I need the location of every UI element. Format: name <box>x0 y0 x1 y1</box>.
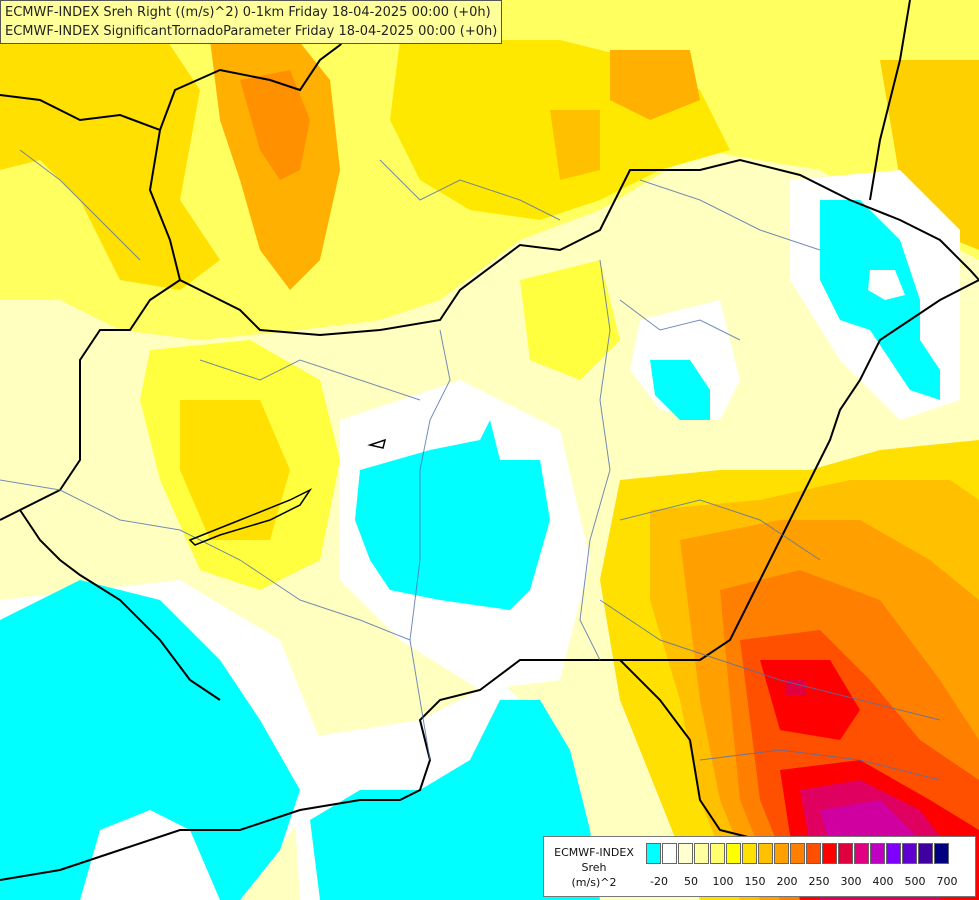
map-title-line-2: ECMWF-INDEX SignificantTornadoParameter … <box>5 24 498 39</box>
legend-swatch <box>662 843 677 864</box>
legend-tick-label: 100 <box>712 875 734 888</box>
legend-swatch <box>790 843 805 864</box>
legend-tick-label: 400 <box>872 875 894 888</box>
legend-tick-label: 200 <box>776 875 798 888</box>
legend-swatch <box>838 843 853 864</box>
legend-swatch <box>806 843 821 864</box>
legend-tick-label: 50 <box>684 875 698 888</box>
legend-title: ECMWF-INDEX Sreh (m/s)^2 <box>548 845 640 890</box>
color-legend: ECMWF-INDEX Sreh (m/s)^2 -20 50 100 150 200 2… <box>543 836 976 897</box>
legend-swatch <box>934 843 949 864</box>
legend-tick-label: 150 <box>744 875 766 888</box>
legend-tick-label: 700 <box>936 875 958 888</box>
legend-tick-label: -20 <box>650 875 668 888</box>
legend-swatch <box>774 843 789 864</box>
legend-swatch <box>758 843 773 864</box>
legend-swatch <box>918 843 933 864</box>
legend-tick-label: 250 <box>808 875 830 888</box>
map-title-box: ECMWF-INDEX Sreh Right ((m/s)^2) 0-1km F… <box>0 0 503 44</box>
legend-swatch <box>822 843 837 864</box>
legend-swatch <box>854 843 869 864</box>
legend-tick-label: 300 <box>840 875 862 888</box>
legend-swatch <box>902 843 917 864</box>
legend-swatch <box>646 843 661 864</box>
legend-swatch <box>678 843 693 864</box>
legend-unit: (m/s)^2 <box>571 876 617 889</box>
legend-swatch <box>886 843 901 864</box>
legend-model: ECMWF-INDEX <box>554 846 634 859</box>
legend-tick-label: 500 <box>904 875 926 888</box>
legend-swatch <box>694 843 709 864</box>
legend-swatch <box>710 843 725 864</box>
legend-parameter: Sreh <box>581 861 607 874</box>
legend-swatch <box>742 843 757 864</box>
legend-ticks: -20 50 100 150 200 250 300 400 500 700 <box>646 875 976 891</box>
legend-swatch <box>870 843 885 864</box>
legend-color-bar <box>646 843 950 864</box>
map-title-line-1: ECMWF-INDEX Sreh Right ((m/s)^2) 0-1km F… <box>5 5 491 20</box>
legend-swatch <box>726 843 741 864</box>
